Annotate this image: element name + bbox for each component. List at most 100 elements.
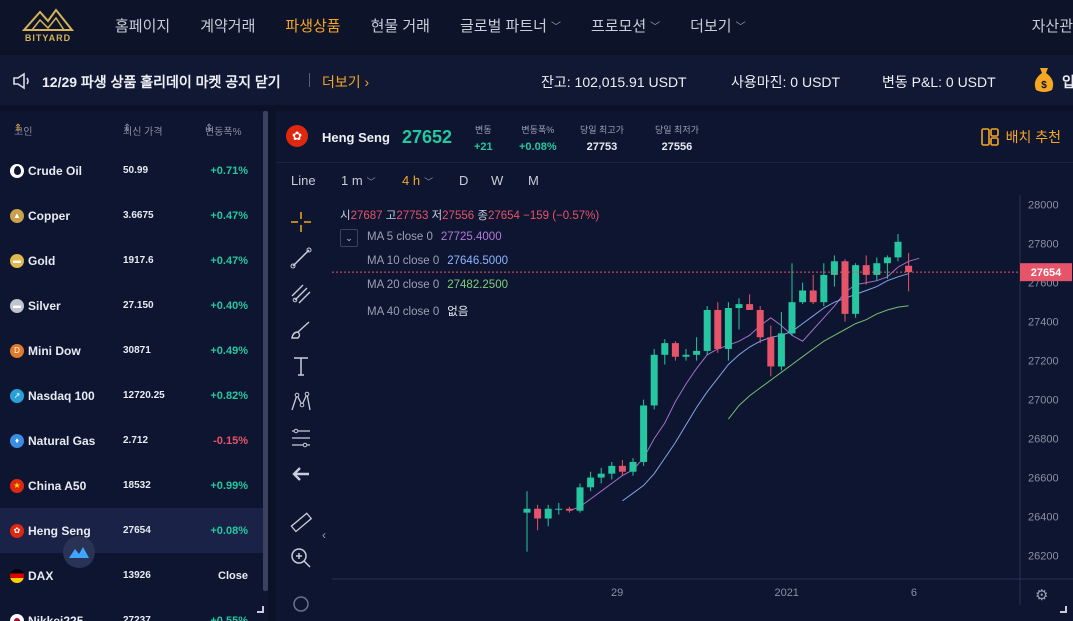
ma-legend-item[interactable]: MA 40 close 0 없음 <box>367 303 468 319</box>
chart-settings-gear-icon[interactable]: ⚙ <box>1035 587 1049 604</box>
trendline-icon <box>290 247 312 269</box>
market-name: Nikkei225 <box>28 613 84 621</box>
text-tool[interactable] <box>286 351 316 381</box>
coin-column-header[interactable]: 코인 ⇕ <box>14 123 32 138</box>
nav-item-2[interactable]: 파생상품 <box>285 15 340 36</box>
y-tick-label: 26200 <box>1028 551 1059 563</box>
candle-body <box>724 308 732 349</box>
market-row[interactable]: Nikkei225 27237 +0.55% <box>0 598 264 621</box>
nav-item-1[interactable]: 계약거래 <box>200 15 255 36</box>
timeframe-2[interactable]: 4 h ﹀ <box>402 173 433 188</box>
pnl-text: 변동 P&L: 0 USDT <box>882 74 996 90</box>
market-list-scrollbar[interactable] <box>263 111 268 591</box>
price-column-header[interactable]: 최신 가격 ⇕ <box>123 123 163 138</box>
candle-body <box>905 265 913 273</box>
sort-icon: ⇕ <box>14 123 23 134</box>
nav-item-6[interactable]: 더보기 ﹀ <box>690 15 745 36</box>
pct-label: 변동폭% <box>521 125 555 135</box>
timeframe-label: W <box>491 173 504 188</box>
margin-text: 사용마진: 0 USDT <box>731 74 841 90</box>
money-bag-icon[interactable]: $ <box>1032 66 1056 94</box>
change-column-header[interactable]: 변동폭% ⇕ <box>205 123 242 138</box>
collapse-indicators-button[interactable]: ⌄ <box>340 229 358 247</box>
candle-body <box>682 354 690 357</box>
ma-legend-item[interactable]: MA 10 close 0 27646.5000 <box>367 255 508 267</box>
trendline-tool[interactable] <box>286 243 316 273</box>
market-row[interactable]: ✿ Heng Seng 27654 +0.08% <box>0 508 264 553</box>
ma-value: 27646.5000 <box>447 255 508 267</box>
pitchfork-tool[interactable] <box>286 279 316 309</box>
symbol-header: ✿ Heng Seng 27652 변동 +21 변동폭% +0.08% 당일 … <box>276 111 1073 163</box>
ma-label: MA 5 close 0 <box>367 231 433 243</box>
pitchfork-icon <box>291 284 311 304</box>
market-row[interactable]: D Mini Dow 30871 +0.49% <box>0 328 264 373</box>
tradingview-logo[interactable] <box>63 536 95 568</box>
candle-body <box>714 309 722 349</box>
market-row[interactable]: ▬ Silver 27.150 +0.40% <box>0 283 264 328</box>
resize-handle-icon[interactable] <box>257 606 264 613</box>
nav-item-0[interactable]: 홈페이지 <box>115 15 170 36</box>
ma-legend-item[interactable]: MA 5 close 0 27725.4000 <box>367 231 502 243</box>
recommend-label: 배치 추천 <box>1005 129 1061 145</box>
notice-message[interactable]: 12/29 파생 상품 홀리데이 마켓 공지 닫기 <box>42 74 281 90</box>
ruler-tool[interactable] <box>286 507 316 537</box>
market-row[interactable]: ♦ Natural Gas 2.712 -0.15% <box>0 418 264 463</box>
market-row[interactable]: ★ China A50 18532 +0.99% <box>0 463 264 508</box>
ma-legend-item[interactable]: MA 20 close 0 27482.2500 <box>367 279 508 291</box>
market-change: +0.08% <box>210 524 248 537</box>
candle-body <box>820 274 828 303</box>
timeframe-1[interactable]: 1 m ﹀ <box>341 173 376 188</box>
market-row[interactable]: DAX 13926 Close <box>0 553 264 598</box>
candle-body <box>618 465 626 472</box>
market-row[interactable]: Crude Oil 50.99 +0.71% <box>0 148 264 193</box>
text-icon <box>294 357 308 376</box>
assets-menu[interactable]: 자산관 <box>1031 18 1073 35</box>
timeframe-4[interactable]: W <box>491 173 503 188</box>
brush-tool[interactable] <box>286 315 316 345</box>
market-list-panel: 코인 ⇕ 최신 가격 ⇕ 변동폭% ⇕ Crude Oil 50.99 +0.71%… <box>0 111 268 621</box>
bityard-logo[interactable]: BITYARD <box>18 6 78 44</box>
pct-stat: 변동폭% +0.08% <box>519 123 557 153</box>
resize-handle-icon[interactable] <box>1060 606 1067 613</box>
magnet-tool[interactable] <box>286 587 316 617</box>
back-tool[interactable] <box>286 459 316 489</box>
nav-item-3[interactable]: 현물 거래 <box>371 15 430 36</box>
change-label: 변동 <box>475 125 492 135</box>
timeframe-0[interactable]: Line <box>291 173 316 188</box>
crosshair-tool[interactable] <box>286 207 316 237</box>
market-row[interactable]: ↗ Nasdaq 100 12720.25 +0.82% <box>0 373 264 418</box>
candle-body <box>703 309 711 351</box>
candle-body <box>534 508 542 519</box>
recommend-button[interactable]: 배치 추천 <box>980 127 1061 147</box>
timeframe-5[interactable]: M <box>528 173 539 188</box>
market-row[interactable]: ▲ Copper 3.6675 +0.47% <box>0 193 264 238</box>
symbol-name: Heng Seng <box>322 130 390 145</box>
notice-more-link[interactable]: 더보기 › <box>322 74 370 90</box>
collapse-toolbar-icon[interactable]: ‹ <box>322 528 326 542</box>
market-row[interactable]: ▬ Gold 1917.6 +0.47% <box>0 238 264 283</box>
nav-item-5[interactable]: 프로모션 ﹀ <box>591 15 660 36</box>
market-price: 50.99 <box>123 165 149 176</box>
timeframe-label: Line <box>291 173 316 188</box>
market-name: Natural Gas <box>28 433 96 448</box>
measure-tool[interactable] <box>286 423 316 453</box>
nav-item-label: 더보기 <box>690 17 732 35</box>
nav-item-label: 홈페이지 <box>115 17 171 35</box>
deposit-label[interactable]: 입 <box>1062 74 1073 90</box>
pattern-tool[interactable] <box>286 387 316 417</box>
zoom-tool[interactable] <box>286 543 316 573</box>
ma-value: 27725.4000 <box>440 231 502 243</box>
candle-body <box>756 309 764 338</box>
open-value: 27687 <box>350 210 383 222</box>
timeframe-3[interactable]: D <box>459 173 468 188</box>
low-label: 저 <box>431 210 443 222</box>
price-chart[interactable]: 시27687 고27753 저27556 종27654 −159 (−0.57%… <box>332 195 1073 615</box>
market-name: Copper <box>28 208 70 223</box>
low-value: 27556 <box>661 141 693 153</box>
nav-item-4[interactable]: 글로벌 파트너 ﹀ <box>460 15 561 36</box>
layout-icon <box>980 128 999 146</box>
market-price: 3.6675 <box>123 210 154 221</box>
candle-body <box>587 477 595 488</box>
y-tick-label: 27000 <box>1028 395 1059 407</box>
market-change: Close <box>218 569 248 582</box>
